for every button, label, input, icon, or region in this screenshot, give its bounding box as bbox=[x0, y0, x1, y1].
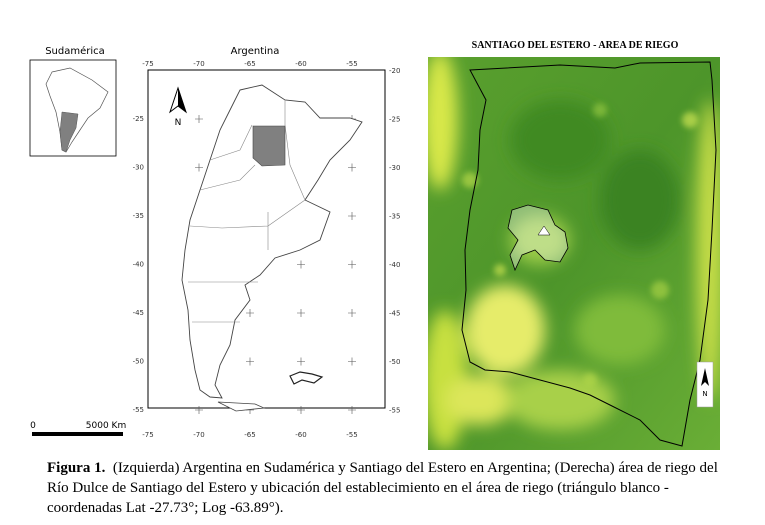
scale-end: 5000 Km bbox=[86, 421, 126, 431]
provinces bbox=[188, 100, 306, 323]
top-tick-label: -75 bbox=[142, 60, 153, 68]
tierra-del-fuego bbox=[217, 401, 266, 412]
scale-start: 0 bbox=[30, 421, 36, 431]
north-label: N bbox=[175, 118, 182, 128]
graticule-cross bbox=[297, 357, 305, 366]
north-arrow-fill bbox=[178, 88, 186, 112]
left-tick-label: -30 bbox=[133, 164, 144, 172]
right-tick-label: -20 bbox=[389, 67, 400, 75]
bottom-tick-label: -60 bbox=[295, 431, 306, 439]
white-triangle bbox=[537, 225, 551, 236]
bottom-tick-label: -75 bbox=[142, 431, 153, 439]
graticule-cross bbox=[348, 212, 356, 220]
tick-labels: -75 -70 -65 -60 -55 -75 -70 -65 -60 -55 -25 -30 -35 -… bbox=[133, 60, 401, 439]
graticule-cross bbox=[297, 260, 305, 269]
map-title: Argentina bbox=[231, 46, 280, 57]
bottom-tick-label: -55 bbox=[346, 431, 357, 439]
left-tick-label: -40 bbox=[133, 261, 144, 269]
left-tick-label: -25 bbox=[133, 115, 144, 123]
top-tick-label: -55 bbox=[346, 60, 357, 68]
malvinas bbox=[289, 371, 324, 385]
argentina bbox=[181, 84, 363, 399]
graticule-cross bbox=[297, 406, 305, 414]
graticule-cross bbox=[246, 357, 254, 366]
graticule-cross bbox=[195, 115, 203, 123]
top-tick-label: -60 bbox=[295, 60, 306, 68]
establishment-area bbox=[507, 204, 569, 272]
graticule-cross bbox=[348, 406, 356, 414]
graticule-cross bbox=[348, 357, 356, 366]
top-tick-label: -70 bbox=[193, 60, 204, 68]
north-box bbox=[696, 361, 714, 408]
sat-north-arrow bbox=[701, 368, 709, 386]
south-america bbox=[45, 67, 109, 153]
left-tick-label: -50 bbox=[133, 358, 144, 366]
right-tick-label: -55 bbox=[389, 407, 400, 415]
bottom-tick-label: -65 bbox=[244, 431, 255, 439]
graticule-cross bbox=[195, 163, 203, 172]
top-tick-label: -65 bbox=[244, 60, 255, 68]
right-tick-label: -50 bbox=[389, 358, 400, 366]
scale-bar bbox=[32, 432, 123, 436]
right-tick-label: -35 bbox=[389, 213, 400, 221]
figure: Sudamérica 0 5000 Km Argentina N -75 -70-… bbox=[29, 40, 720, 450]
bottom-tick-label: -70 bbox=[193, 431, 204, 439]
caption: Figura 1. (Izquierda) Argentina en Sudam… bbox=[47, 458, 719, 518]
left-tick-label: -35 bbox=[133, 212, 144, 220]
graticule-cross bbox=[348, 260, 356, 269]
right-tick-label: -45 bbox=[389, 310, 400, 318]
santiago-del-estero bbox=[252, 125, 286, 167]
right-tick-label: -30 bbox=[389, 164, 400, 172]
right-tick-label: -25 bbox=[389, 116, 400, 124]
graticule-cross bbox=[195, 406, 203, 414]
inset-frame bbox=[29, 59, 117, 157]
caption-label: Figura 1. bbox=[47, 460, 106, 476]
left-tick-label: -45 bbox=[133, 309, 144, 317]
left-tick-label: -55 bbox=[133, 406, 144, 414]
right-tick-label: -40 bbox=[389, 261, 400, 269]
sat-north-label: N bbox=[702, 390, 707, 398]
argentina-inset bbox=[59, 111, 79, 153]
satellite-title: SANTIAGO DEL ESTERO - AREA DE RIEGO bbox=[472, 40, 679, 51]
graticule-cross bbox=[348, 163, 356, 172]
caption-text: (Izquierda) Argentina en Sudamérica y Sa… bbox=[47, 460, 718, 516]
graticule-cross bbox=[348, 309, 356, 317]
satellite-image bbox=[428, 57, 720, 450]
irrigation-boundary bbox=[461, 61, 717, 447]
inset-title: Sudamérica bbox=[45, 45, 105, 57]
graticule-cross bbox=[246, 309, 254, 317]
graticule-cross bbox=[297, 309, 305, 317]
